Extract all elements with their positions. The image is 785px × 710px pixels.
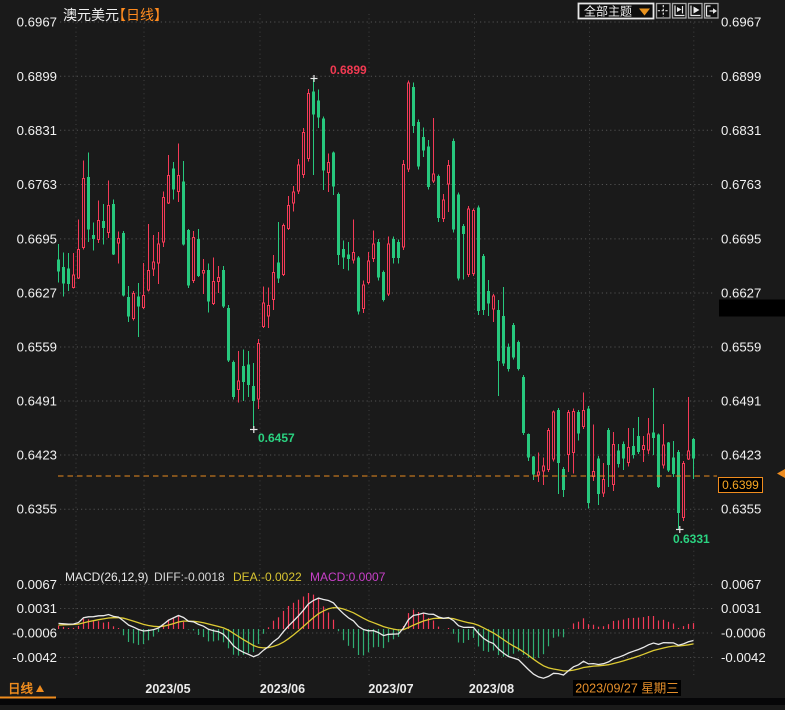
svg-text:0.6967: 0.6967 [17, 15, 57, 30]
svg-text:0.6355: 0.6355 [17, 502, 57, 517]
svg-text:2023/07: 2023/07 [368, 682, 413, 696]
svg-text:0.6355: 0.6355 [721, 502, 761, 517]
svg-text:【日线】: 【日线】 [112, 7, 168, 23]
svg-text:日线: 日线 [8, 681, 34, 696]
svg-text:0.6559: 0.6559 [17, 340, 57, 355]
svg-text:0.6831: 0.6831 [17, 123, 57, 138]
svg-text:MACD(26,12,9): MACD(26,12,9) [65, 570, 148, 584]
svg-text:MACD:0.0007: MACD:0.0007 [310, 570, 386, 584]
svg-text:0.6423: 0.6423 [17, 448, 57, 463]
svg-text:0.6457: 0.6457 [258, 431, 295, 445]
svg-text:0.6627: 0.6627 [721, 286, 761, 301]
svg-text:2023/05: 2023/05 [145, 682, 190, 696]
svg-text:全部主题: 全部主题 [584, 4, 632, 19]
svg-text:-0.0006: -0.0006 [12, 626, 57, 641]
svg-text:0.6967: 0.6967 [721, 15, 761, 30]
svg-text:0.0031: 0.0031 [17, 601, 57, 616]
svg-text:0.6695: 0.6695 [721, 231, 761, 246]
svg-text:2023/09/27 星期三: 2023/09/27 星期三 [575, 682, 679, 696]
svg-text:0.6763: 0.6763 [721, 177, 761, 192]
svg-text:0.6627: 0.6627 [17, 286, 57, 301]
svg-text:0.6559: 0.6559 [721, 340, 761, 355]
svg-text:0.6899: 0.6899 [17, 69, 57, 84]
svg-text:澳元美元: 澳元美元 [63, 7, 119, 23]
svg-text:0.6763: 0.6763 [17, 177, 57, 192]
svg-text:0.0067: 0.0067 [17, 577, 57, 592]
svg-text:0.6491: 0.6491 [17, 394, 57, 409]
svg-text:2023/06: 2023/06 [260, 682, 305, 696]
svg-text:0.6899: 0.6899 [330, 63, 367, 77]
svg-text:DIFF:-0.0018: DIFF:-0.0018 [154, 570, 225, 584]
svg-text:0.6695: 0.6695 [17, 231, 57, 246]
svg-text:-0.0042: -0.0042 [721, 650, 766, 665]
svg-text:0.0031: 0.0031 [721, 601, 761, 616]
svg-text:0.6331: 0.6331 [673, 532, 710, 546]
svg-text:DEA:-0.0022: DEA:-0.0022 [233, 570, 302, 584]
svg-text:-0.0042: -0.0042 [12, 650, 57, 665]
svg-text:0.6399: 0.6399 [722, 478, 759, 492]
svg-text:2023/08: 2023/08 [469, 682, 514, 696]
svg-text:0.0067: 0.0067 [721, 577, 761, 592]
svg-text:-0.0006: -0.0006 [721, 626, 766, 641]
svg-text:0.6831: 0.6831 [721, 123, 761, 138]
svg-text:0.6899: 0.6899 [721, 69, 761, 84]
svg-text:0.6491: 0.6491 [721, 394, 761, 409]
svg-text:0.6423: 0.6423 [721, 448, 761, 463]
